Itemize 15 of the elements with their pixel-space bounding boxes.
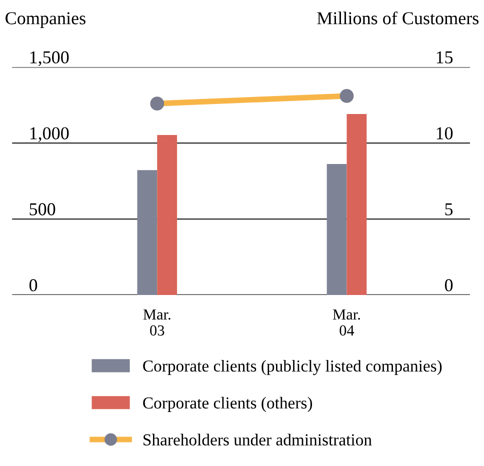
y-tick-label: 500	[30, 203, 56, 216]
x-tick-label: Mar. 03	[143, 309, 170, 336]
y2-tick-label: 15	[436, 51, 453, 64]
x-tick-label: Mar. 04	[332, 309, 360, 336]
y-tick-label: 1,000	[30, 127, 69, 142]
y-axis-title: Companies	[6, 12, 86, 28]
y2-tick-label: 10	[436, 127, 453, 140]
y-tick-label: 0	[29, 279, 38, 292]
legend-label: Shareholders under administration	[144, 434, 372, 446]
y2-axis-title: Millions of Customers	[317, 11, 479, 24]
y2-tick-label: 0	[444, 279, 453, 292]
legend-label: Corporate clients (others)	[143, 396, 312, 412]
legend-label: Corporate clients (publicly listed companies)	[143, 360, 442, 376]
y-tick-label: 1,500	[30, 51, 69, 66]
y2-tick-label: 5	[445, 203, 453, 216]
